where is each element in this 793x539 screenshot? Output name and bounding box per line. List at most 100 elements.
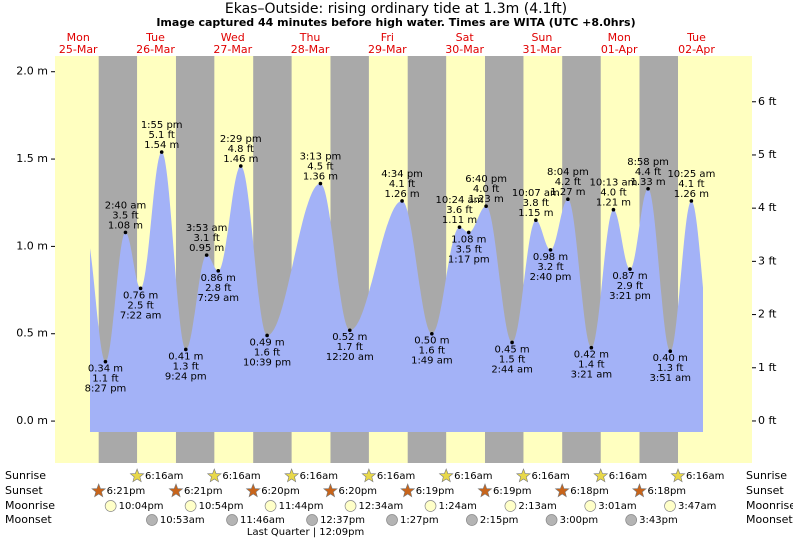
tide-label: 1.08 m — [451, 234, 486, 245]
tide-label: 3:51 am — [649, 373, 691, 384]
tide-label: 1.1 ft — [92, 374, 118, 385]
date-label: 29-Mar — [368, 43, 407, 56]
tide-label: 1:17 pm — [448, 254, 490, 265]
sun-icon — [554, 483, 570, 498]
tide-label: 0.40 m — [653, 353, 688, 364]
y-tick-label: 2.0 m — [16, 65, 48, 78]
tide-label: 3:53 am — [186, 223, 228, 234]
date-label: 27-Mar — [213, 43, 252, 56]
tide-point — [668, 349, 673, 354]
tide-label: 0.45 m — [494, 344, 529, 355]
event-time: 3:43pm — [639, 515, 678, 526]
weekday-label: Mon — [608, 31, 631, 44]
tide-label: 3:13 pm — [300, 152, 342, 163]
weekday-label: Fri — [381, 31, 394, 44]
row-label: Sunrise — [746, 469, 787, 482]
y2-tick-label: 4 ft — [758, 201, 777, 214]
tide-label: 4.1 ft — [389, 179, 415, 190]
chart-title: Ekas–Outside: rising ordinary tide at 1.… — [225, 1, 567, 17]
tide-label: 1.27 m — [550, 187, 585, 198]
date-label: 28-Mar — [291, 43, 330, 56]
tide-label: 0.87 m — [612, 271, 647, 282]
sun-icon — [670, 468, 686, 483]
moon-icon — [664, 500, 676, 512]
tide-point — [347, 328, 352, 333]
row-label: Moonrise — [746, 499, 793, 512]
tide-label: 1.08 m — [108, 220, 143, 231]
row-label: Moonset — [5, 513, 52, 526]
event-time: 10:53am — [160, 515, 205, 526]
tide-label: 1:49 am — [411, 356, 453, 367]
event-time: 1:27pm — [400, 515, 439, 526]
tide-label: 7:29 am — [197, 293, 239, 304]
moon-icon — [146, 514, 158, 526]
moon-phase: Last Quarter | 12:09pm — [247, 527, 364, 538]
date-label: 26-Mar — [136, 43, 175, 56]
tide-label: 10:07 am — [512, 188, 560, 199]
tide-label: 1.36 m — [303, 172, 338, 183]
tide-label: 4.0 ft — [600, 188, 626, 199]
sun-icon — [284, 468, 300, 483]
row-label: Sunset — [5, 484, 43, 497]
tide-label: 0.50 m — [414, 336, 449, 347]
moon-icon — [424, 500, 437, 512]
tide-label: 1.21 m — [596, 198, 631, 209]
tide-point — [123, 230, 128, 235]
tide-label: 10:24 am — [436, 195, 484, 206]
tide-label: 4.4 ft — [635, 167, 661, 178]
tide-label: 0.34 m — [88, 364, 123, 375]
sun-icon — [477, 483, 493, 498]
tide-point — [138, 286, 143, 291]
tide-label: 7:22 am — [120, 310, 162, 321]
tide-label: 12:20 am — [326, 352, 374, 363]
tide-label: 1.11 m — [442, 215, 477, 226]
tide-point — [611, 207, 616, 212]
moon-icon — [104, 500, 117, 512]
tide-label: 1.26 m — [384, 189, 419, 200]
tide-label: 1:55 pm — [141, 120, 183, 131]
tide-point — [548, 248, 553, 252]
tide-label: 1.4 ft — [578, 360, 604, 371]
tide-point — [510, 340, 514, 345]
moon-icon — [264, 500, 277, 512]
tide-label: 1.6 ft — [254, 347, 280, 358]
tide-label: 5.1 ft — [149, 130, 175, 141]
row-label: Moonrise — [5, 499, 55, 512]
tide-label: 2.5 ft — [127, 300, 153, 311]
tide-label: 3:21 am — [571, 370, 613, 381]
event-time: 6:20pm — [261, 486, 300, 497]
tide-point — [689, 199, 694, 203]
tide-label: 0.86 m — [201, 273, 236, 284]
y2-tick-label: 0 ft — [758, 414, 777, 427]
event-time: 2:15pm — [480, 515, 519, 526]
tide-point — [484, 204, 488, 209]
tide-label: 8:27 pm — [85, 384, 127, 395]
row-label: Sunrise — [5, 469, 46, 482]
weekday-label: Mon — [67, 31, 90, 44]
tide-label: 0.98 m — [533, 252, 568, 263]
event-time: 6:18pm — [570, 486, 609, 497]
tide-point — [103, 359, 108, 364]
weekday-label: Sun — [531, 31, 552, 44]
tide-label: 10:13 am — [590, 178, 638, 189]
tide-point — [430, 331, 434, 336]
tide-point — [318, 181, 323, 186]
moon-icon — [226, 514, 238, 526]
event-time: 10:04pm — [119, 501, 164, 512]
tide-point — [400, 199, 404, 203]
tide-label: 10:25 am — [667, 169, 715, 180]
sun-icon — [206, 468, 222, 483]
tide-label: 1.5 ft — [499, 354, 525, 365]
event-time: 2:13am — [518, 501, 556, 512]
tide-point — [159, 150, 164, 154]
date-label: 30-Mar — [445, 43, 484, 56]
weekday-label: Thu — [299, 31, 321, 44]
tide-label: 6:40 pm — [465, 174, 507, 185]
tide-point — [566, 197, 570, 202]
tide-point — [466, 230, 471, 235]
sun-icon — [245, 483, 261, 498]
sun-icon — [322, 483, 338, 498]
event-time: 6:18pm — [647, 486, 686, 497]
sun-icon — [168, 483, 184, 498]
